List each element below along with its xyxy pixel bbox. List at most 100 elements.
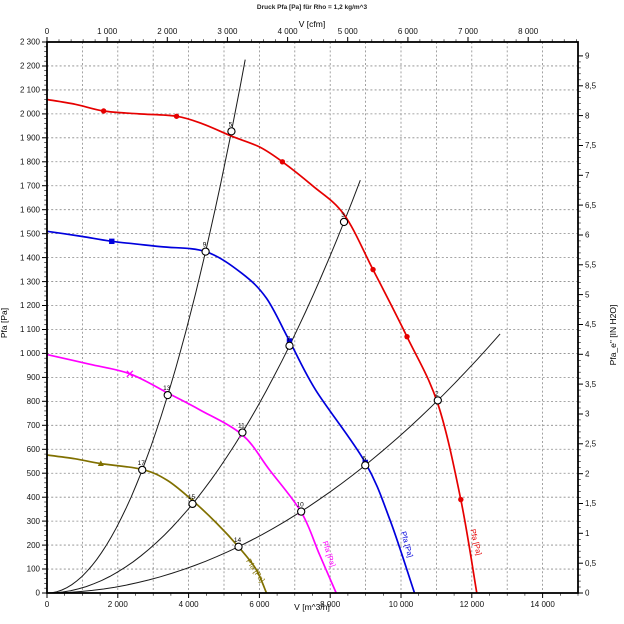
svg-text:6 000: 6 000 xyxy=(249,600,270,609)
operating-point-label: 11 xyxy=(238,422,245,429)
svg-text:6 000: 6 000 xyxy=(398,27,419,36)
gridlines xyxy=(47,42,578,593)
svg-text:9: 9 xyxy=(585,52,590,61)
svg-text:0: 0 xyxy=(45,600,50,609)
svg-text:4: 4 xyxy=(585,350,590,359)
operating-point-label: 6 xyxy=(362,455,366,462)
svg-text:800: 800 xyxy=(27,397,41,406)
svg-text:8: 8 xyxy=(585,111,590,120)
svg-text:3 000: 3 000 xyxy=(217,27,238,36)
operating-point-label: 17 xyxy=(138,460,146,467)
svg-text:3: 3 xyxy=(585,410,590,419)
svg-text:1 000: 1 000 xyxy=(97,27,118,36)
svg-text:8 000: 8 000 xyxy=(320,600,341,609)
fan-curve-olive: Pfa [Pa] xyxy=(46,454,268,594)
svg-text:200: 200 xyxy=(27,541,41,550)
dot-marker xyxy=(279,159,286,165)
svg-text:900: 900 xyxy=(27,373,41,382)
dot-marker xyxy=(173,113,180,119)
svg-text:2: 2 xyxy=(585,469,590,478)
square-marker xyxy=(286,338,293,344)
dot-marker xyxy=(458,496,464,503)
svg-text:1 600: 1 600 xyxy=(20,205,41,214)
svg-text:6,5: 6,5 xyxy=(585,201,597,210)
svg-text:600: 600 xyxy=(27,445,41,454)
operating-point-circle xyxy=(234,542,243,551)
system-curve-steep xyxy=(46,59,246,594)
svg-text:0,5: 0,5 xyxy=(585,559,597,568)
svg-text:7,5: 7,5 xyxy=(585,141,597,150)
svg-text:0: 0 xyxy=(36,589,41,598)
system-curve-shallow xyxy=(46,333,501,594)
square-marker xyxy=(109,238,115,245)
svg-text:3,5: 3,5 xyxy=(585,380,597,389)
svg-text:700: 700 xyxy=(27,421,41,430)
svg-text:4,5: 4,5 xyxy=(585,320,597,329)
svg-text:8,5: 8,5 xyxy=(585,81,597,90)
operating-point-label: 2 xyxy=(435,390,439,397)
svg-text:4 000: 4 000 xyxy=(179,600,200,609)
curve-label: Pfa [Pa] xyxy=(244,557,266,584)
svg-text:8 000: 8 000 xyxy=(518,27,539,36)
svg-text:2 100: 2 100 xyxy=(20,86,41,95)
operating-point-circle xyxy=(433,396,442,405)
chart-title: Druck Pfa [Pa] für Rho = 1,2 kg/m^3 xyxy=(256,4,368,11)
svg-text:4 000: 4 000 xyxy=(278,27,299,36)
axes xyxy=(42,37,583,598)
operating-point-label: 9 xyxy=(203,242,207,249)
svg-text:2 200: 2 200 xyxy=(20,62,41,71)
dot-marker xyxy=(404,333,410,340)
svg-text:2 000: 2 000 xyxy=(20,110,41,119)
operating-point-circle xyxy=(163,390,172,400)
operating-point-label: 13 xyxy=(163,385,171,392)
svg-text:5,5: 5,5 xyxy=(585,260,597,269)
dot-marker xyxy=(100,108,107,114)
operating-point-label: 15 xyxy=(188,494,196,501)
operating-point-circle xyxy=(138,465,147,475)
svg-text:1,5: 1,5 xyxy=(585,499,597,508)
svg-text:0: 0 xyxy=(585,589,590,598)
svg-text:0: 0 xyxy=(45,27,50,36)
svg-text:2 000: 2 000 xyxy=(108,600,129,609)
svg-text:400: 400 xyxy=(27,493,41,502)
svg-text:500: 500 xyxy=(27,469,41,478)
svg-text:2,5: 2,5 xyxy=(585,440,597,449)
fan-curve-red: Pfa [Pa] xyxy=(46,98,484,594)
svg-text:7: 7 xyxy=(585,171,590,180)
operating-point-circle xyxy=(297,507,306,516)
svg-text:300: 300 xyxy=(27,517,41,526)
operating-point-circle xyxy=(339,217,349,227)
svg-text:1: 1 xyxy=(585,529,590,538)
svg-text:1 000: 1 000 xyxy=(20,349,41,358)
operating-point-circle xyxy=(227,127,236,136)
bottom-axis-title: V [m^3/h] xyxy=(294,602,330,612)
svg-text:1 200: 1 200 xyxy=(20,301,41,310)
svg-text:7 000: 7 000 xyxy=(458,27,479,36)
svg-text:100: 100 xyxy=(27,565,41,574)
svg-text:5 000: 5 000 xyxy=(338,27,359,36)
svg-text:1 300: 1 300 xyxy=(20,277,41,286)
svg-text:14 000: 14 000 xyxy=(530,600,555,609)
top-axis-title: V [cfm] xyxy=(298,19,326,29)
x-marker xyxy=(126,370,134,378)
operating-point-circle xyxy=(361,461,370,470)
operating-point-label: 14 xyxy=(234,537,242,544)
svg-text:1 100: 1 100 xyxy=(20,325,41,334)
svg-text:1 700: 1 700 xyxy=(20,181,41,190)
svg-text:12 000: 12 000 xyxy=(460,600,485,609)
svg-text:1 900: 1 900 xyxy=(20,134,41,143)
svg-text:1 500: 1 500 xyxy=(20,229,41,238)
svg-text:5: 5 xyxy=(585,290,590,299)
operating-points: 5 9 13 17 3 7 11 15 2 6 10 14 xyxy=(138,121,442,551)
operating-point-label: 5 xyxy=(229,121,233,128)
fan-curve-magenta: Pfa [Pa] xyxy=(46,353,337,594)
dot-marker xyxy=(370,266,376,273)
system-curves xyxy=(46,59,501,594)
operating-point-circle xyxy=(188,499,197,509)
svg-text:2 300: 2 300 xyxy=(20,38,41,47)
triangle-marker xyxy=(97,460,104,467)
operating-point-label: 3 xyxy=(341,212,345,219)
svg-text:1 800: 1 800 xyxy=(20,157,41,166)
